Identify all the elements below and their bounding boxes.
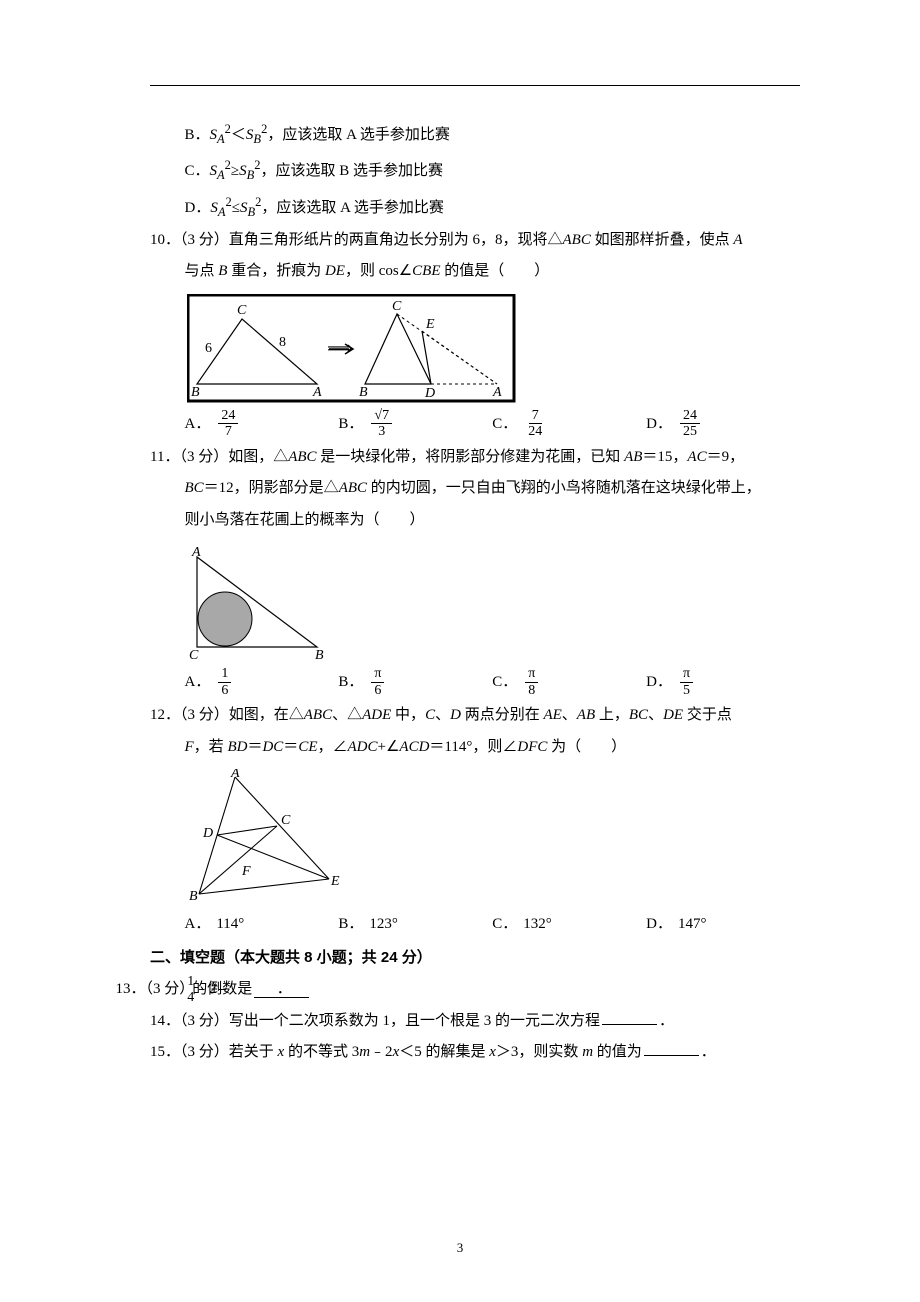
- q11-options: A．16 B．π6 C．π8 D．π5: [150, 664, 800, 700]
- q11-stem: 11．（3 分）如图，△ABC 是一块绿化带，将阴影部分修建为花圃，已知 AB＝…: [150, 442, 800, 474]
- q11-stem3: 则小鸟落在花圃上的概率为（ ）: [150, 505, 800, 537]
- q10-opt-a: A．247: [185, 406, 339, 442]
- top-rule: [150, 85, 800, 86]
- q13: 13．（3 分）﹣214的倒数是．: [150, 974, 800, 1006]
- q11-opt-d: D．π5: [646, 664, 800, 700]
- q12-figure: A B D C E F: [187, 769, 800, 904]
- q12-options: A．114° B．123° C．132° D．147°: [150, 906, 800, 942]
- q11-opt-b: B．π6: [338, 664, 492, 700]
- q10-options: A．247 B．√73 C．724 D．2425: [150, 406, 800, 442]
- svg-text:A: A: [312, 385, 322, 400]
- svg-text:C: C: [392, 299, 402, 314]
- q10-opt-c: C．724: [492, 406, 646, 442]
- svg-text:F: F: [241, 864, 251, 879]
- svg-text:B: B: [359, 385, 368, 400]
- q11-opt-a: A．16: [185, 664, 339, 700]
- svg-text:E: E: [425, 317, 435, 332]
- q9-opt-b: B．SA2＜SB2，应该选取 A 选手参加比赛: [150, 116, 800, 152]
- q12-stem: 12．（3 分）如图，在△ABC、△ADE 中，C、D 两点分别在 AE、AB …: [150, 700, 800, 732]
- section2-title: 二、填空题（本大题共 8 小题；共 24 分）: [150, 942, 800, 974]
- q10-figure: C B A 6 8 ⟹ C E B D A: [187, 294, 800, 404]
- svg-text:A: A: [230, 769, 240, 781]
- svg-text:A: A: [492, 385, 502, 400]
- svg-text:C: C: [237, 303, 247, 318]
- q10-opt-b: B．√73: [338, 406, 492, 442]
- q12-opt-d: D．147°: [646, 906, 800, 942]
- svg-text:B: B: [315, 648, 324, 662]
- q12-opt-a: A．114°: [185, 906, 339, 942]
- q12-stem2: F，若 BD＝DC＝CE，∠ADC+∠ACD＝114°，则∠DFC 为（ ）: [150, 732, 800, 764]
- q12-opt-b: B．123°: [338, 906, 492, 942]
- svg-text:E: E: [330, 874, 340, 889]
- q9-opt-c: C．SA2≥SB2，应该选取 B 选手参加比赛: [150, 152, 800, 188]
- svg-text:8: 8: [279, 335, 286, 350]
- q11-stem2: BC＝12，阴影部分是△ABC 的内切圆，一只自由飞翔的小鸟将随机落在这块绿化带…: [150, 473, 800, 505]
- q10-stem: 10．（3 分）直角三角形纸片的两直角边长分别为 6，8，现将△ABC 如图那样…: [150, 225, 800, 257]
- q15: 15．（3 分）若关于 x 的不等式 3m﹣2x＜5 的解集是 x＞3，则实数 …: [150, 1037, 800, 1069]
- q11-opt-c: C．π8: [492, 664, 646, 700]
- q11-figure: A C B: [187, 542, 800, 662]
- svg-text:⟹: ⟹: [327, 338, 353, 358]
- svg-text:C: C: [281, 813, 291, 828]
- svg-text:6: 6: [205, 341, 212, 356]
- q14-blank[interactable]: [602, 1009, 657, 1025]
- page-number: 3: [0, 1240, 920, 1256]
- q14: 14．（3 分）写出一个二次项系数为 1，且一个根是 3 的一元二次方程．: [150, 1006, 800, 1038]
- q9-opt-d: D．SA2≤SB2，应该选取 A 选手参加比赛: [150, 189, 800, 225]
- svg-text:D: D: [424, 386, 435, 401]
- svg-text:C: C: [189, 648, 199, 662]
- q10-opt-d: D．2425: [646, 406, 800, 442]
- svg-text:B: B: [191, 385, 200, 400]
- svg-text:D: D: [202, 826, 213, 841]
- q15-blank[interactable]: [644, 1040, 699, 1056]
- q10-stem2: 与点 B 重合，折痕为 DE，则 cos∠CBE 的值是（ ）: [150, 256, 800, 288]
- svg-text:A: A: [191, 545, 201, 560]
- q12-opt-c: C．132°: [492, 906, 646, 942]
- svg-text:B: B: [189, 889, 198, 904]
